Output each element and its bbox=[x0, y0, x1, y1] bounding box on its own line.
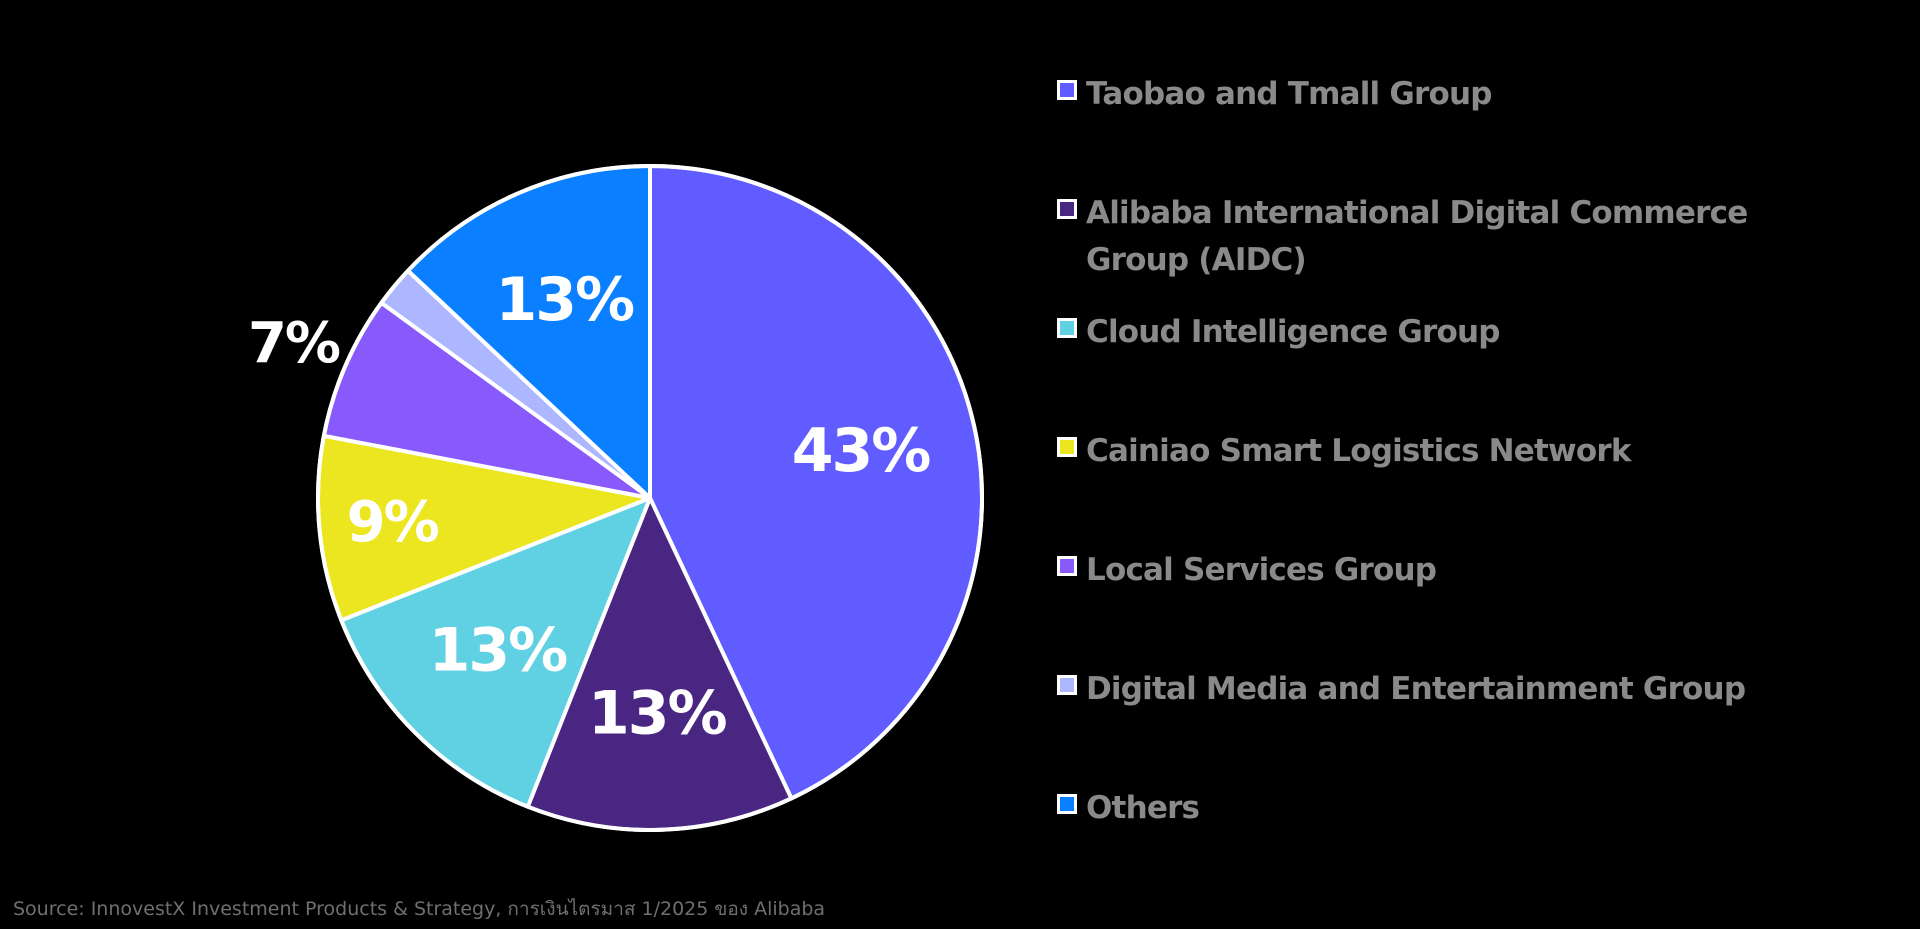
legend-label: Digital Media and Entertainment Group bbox=[1086, 671, 1746, 707]
legend-swatch bbox=[1057, 318, 1077, 338]
legend-item-cloud-intelligence: Cloud Intelligence Group bbox=[1057, 309, 1500, 356]
legend-label: Local Services Group bbox=[1086, 552, 1437, 588]
legend-item-aidc: Alibaba International Digital Commerce G… bbox=[1057, 190, 1786, 284]
data-label-alibaba-international-digital-commerce-group-aidc: 13% bbox=[588, 679, 726, 749]
source-note: Source: InnovestX Investment Products & … bbox=[13, 898, 826, 920]
data-label-cainiao-smart-logistics-network: 9% bbox=[347, 490, 439, 555]
data-label-others: 13% bbox=[495, 265, 633, 335]
legend-item-others: Others bbox=[1057, 785, 1200, 832]
legend-label: Taobao and Tmall Group bbox=[1086, 76, 1492, 112]
data-label-local-services-group: 7% bbox=[248, 311, 340, 376]
legend-swatch bbox=[1057, 794, 1077, 814]
pie-outline bbox=[316, 164, 984, 832]
legend-label: Cloud Intelligence Group bbox=[1086, 314, 1500, 350]
data-label-cloud-intelligence-group: 13% bbox=[429, 616, 567, 686]
data-label-taobao-and-tmall-group: 43% bbox=[792, 416, 930, 486]
legend-label: Others bbox=[1086, 790, 1200, 826]
legend-swatch bbox=[1057, 199, 1077, 219]
legend-swatch bbox=[1057, 556, 1077, 576]
legend: Taobao and Tmall Group Alibaba Internati… bbox=[1057, 0, 1877, 929]
legend-item-local-services: Local Services Group bbox=[1057, 547, 1437, 594]
legend-swatch bbox=[1057, 80, 1077, 100]
legend-swatch bbox=[1057, 437, 1077, 457]
legend-item-cainiao: Cainiao Smart Logistics Network bbox=[1057, 428, 1631, 475]
legend-item-taobao-tmall: Taobao and Tmall Group bbox=[1057, 71, 1492, 118]
legend-swatch bbox=[1057, 675, 1077, 695]
legend-label: Alibaba International Digital Commerce G… bbox=[1086, 195, 1748, 278]
legend-label: Cainiao Smart Logistics Network bbox=[1086, 433, 1631, 469]
legend-item-digital-media: Digital Media and Entertainment Group bbox=[1057, 666, 1746, 713]
